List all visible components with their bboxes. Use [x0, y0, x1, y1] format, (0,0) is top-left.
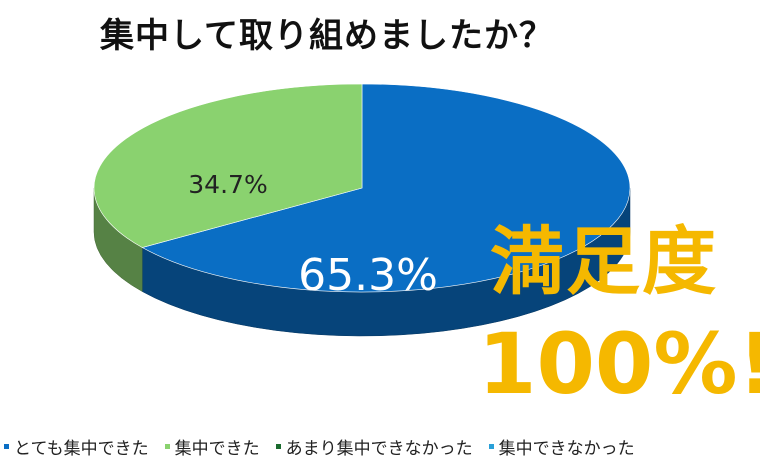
legend-item-1: 集中できた: [164, 434, 260, 459]
data-label-1: 34.7%: [188, 170, 267, 199]
satisfaction-value: 100%!: [478, 315, 760, 413]
legend-item-0: とても集中できた: [4, 434, 149, 459]
legend-item-2: あまり集中できなかった: [275, 434, 473, 459]
pie-top-faces: [93, 83, 631, 293]
legend-label-0: とても集中できた: [14, 439, 149, 459]
legend-label-3: 集中できなかった: [498, 439, 635, 459]
legend-label-2: あまり集中できなかった: [285, 439, 473, 459]
legend-label-1: 集中できた: [174, 439, 260, 459]
chart-title: 集中して取り組めましたか？: [100, 16, 554, 56]
legend-item-3: 集中できなかった: [488, 434, 635, 459]
chart-legend: とても集中できた 集中できた あまり集中できなかった 集中できなかった: [4, 434, 651, 459]
data-label-0: 65.3%: [298, 250, 438, 301]
legend-swatch-1: [164, 444, 170, 449]
satisfaction-label: 満足度: [490, 219, 718, 305]
legend-swatch-2: [275, 444, 281, 449]
legend-swatch-3: [488, 444, 494, 449]
pie-slice-1: [93, 83, 363, 248]
pie-slice-0: [141, 83, 631, 293]
legend-swatch-0: [4, 444, 9, 449]
